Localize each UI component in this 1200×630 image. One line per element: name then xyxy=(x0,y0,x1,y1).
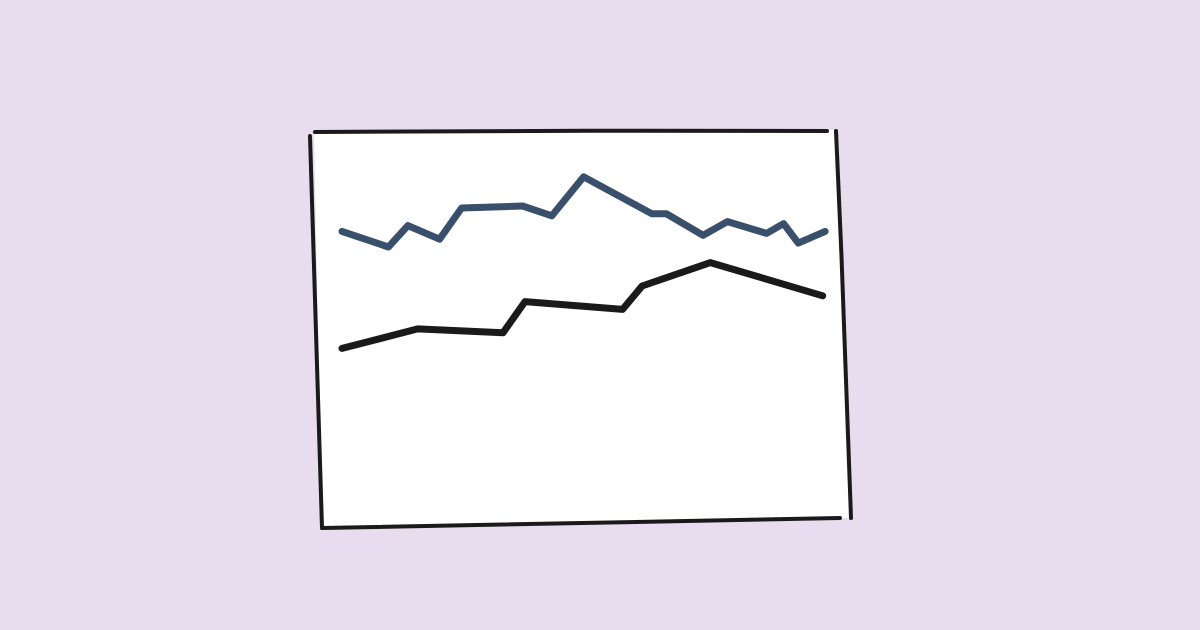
frame-bottom-edge xyxy=(320,516,842,530)
series-line-1 xyxy=(338,173,829,251)
series-line-2 xyxy=(338,259,827,352)
frame-top-edge xyxy=(313,128,829,134)
chart-canvas xyxy=(314,130,850,528)
frame-left-edge xyxy=(308,134,324,530)
frame-right-edge xyxy=(834,129,853,520)
series-layer xyxy=(338,173,829,352)
chart-frame xyxy=(308,128,853,530)
